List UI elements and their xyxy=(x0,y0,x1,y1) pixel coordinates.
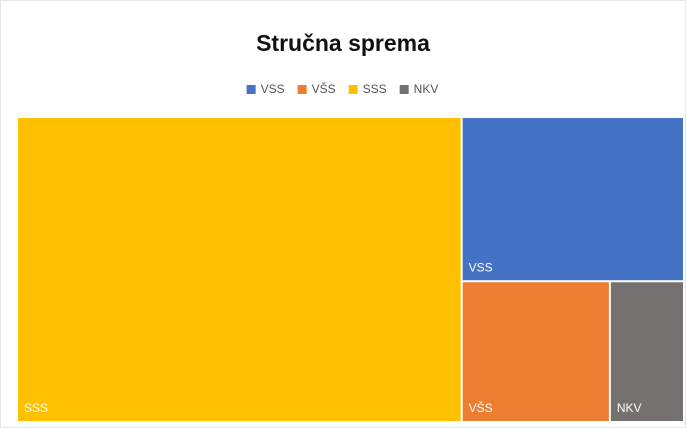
tile-label: NKV xyxy=(617,401,642,415)
treemap-tile xyxy=(462,282,609,421)
tile-label: VŠS xyxy=(469,400,493,415)
treemap-tile xyxy=(610,282,683,421)
treemap-tile xyxy=(462,118,683,281)
legend-swatch xyxy=(246,85,256,94)
legend-label: VSS xyxy=(261,82,285,96)
tile-label: VSS xyxy=(469,260,493,274)
legend-swatch xyxy=(399,85,409,94)
chart-title: Stručna sprema xyxy=(256,30,430,56)
legend-label: VŠS xyxy=(312,81,336,96)
legend-swatch xyxy=(348,85,358,94)
legend-swatch xyxy=(297,85,307,94)
legend-label: SSS xyxy=(363,82,387,96)
tile-label: SSS xyxy=(24,401,48,415)
treemap-tile xyxy=(18,118,461,421)
legend-label: NKV xyxy=(414,82,439,96)
